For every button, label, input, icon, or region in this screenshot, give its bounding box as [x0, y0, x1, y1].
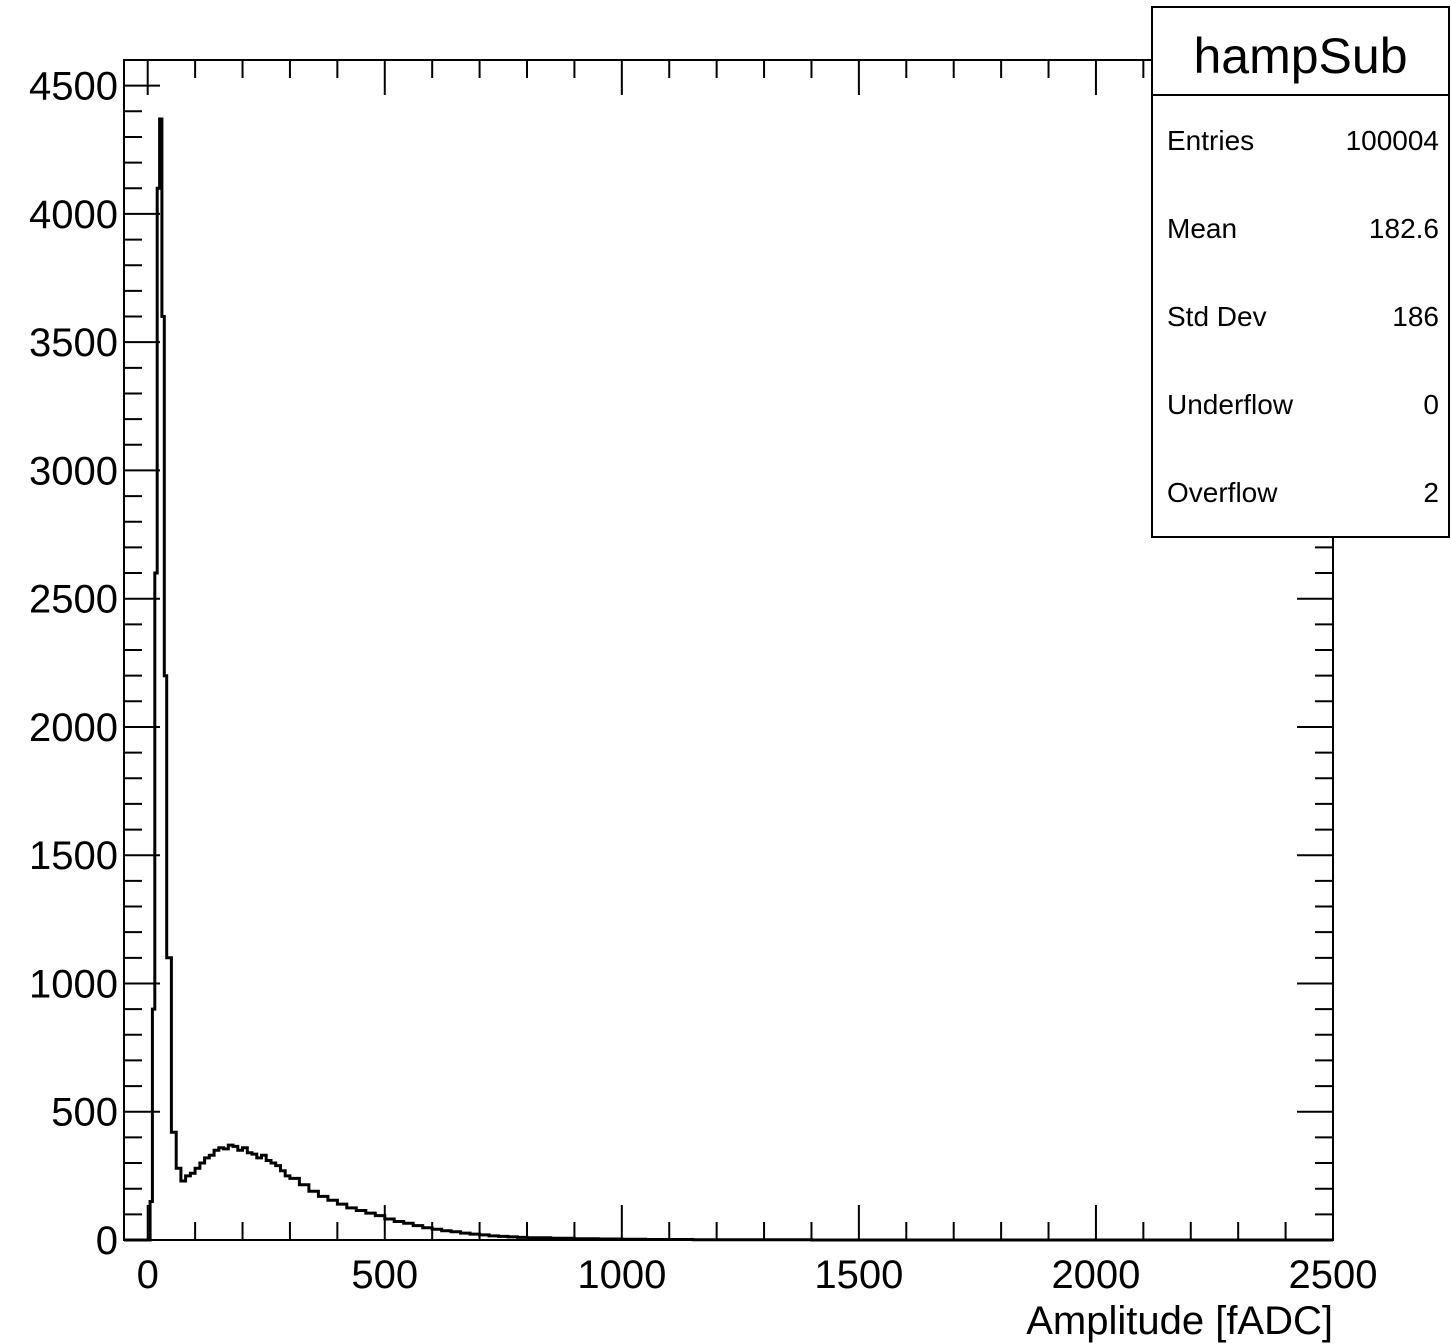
stats-box-frame — [1151, 6, 1450, 538]
x-tick-label: 500 — [351, 1253, 418, 1297]
y-tick-label: 500 — [51, 1091, 118, 1135]
y-tick-label: 2500 — [29, 578, 118, 622]
x-tick-label: 2000 — [1051, 1253, 1140, 1297]
stats-row-value: 186 — [1392, 301, 1439, 332]
x-tick-label: 1500 — [814, 1253, 903, 1297]
stats-box-rows: Entries 100004 Mean 182.6 Std Dev 186 Underflo… — [1167, 125, 1439, 508]
y-tick-label: 1500 — [29, 834, 118, 878]
y-tick-label: 3000 — [29, 449, 118, 493]
x-tick-label: 2500 — [1289, 1253, 1378, 1297]
stats-row-label: Std Dev — [1167, 301, 1267, 332]
y-tick-label: 1000 — [29, 962, 118, 1006]
stats-row-label: Entries — [1167, 125, 1254, 156]
y-tick-label: 4000 — [29, 193, 118, 237]
stats-row-label: Mean — [1167, 213, 1237, 244]
x-tick-label: 0 — [137, 1253, 159, 1297]
stats-row-value: 0 — [1423, 389, 1439, 420]
y-tick-label: 3500 — [29, 321, 118, 365]
y-tick-label: 0 — [96, 1219, 118, 1263]
plot-frame — [123, 59, 1334, 1241]
stats-row-value: 2 — [1423, 477, 1439, 508]
stats-box: hampSub Entries 100004 Mean 182.6 Std Dev 186… — [1151, 6, 1450, 538]
histogram-series-line — [124, 117, 1333, 1242]
stats-row-value: 100004 — [1346, 125, 1439, 156]
stats-row-label: Overflow — [1167, 477, 1278, 508]
tick-labels: 0 500 1000 1500 2000 2500 0 500 1000 1500 2000 2500… — [29, 65, 1377, 1297]
x-axis-title: Amplitude [fADC] — [1026, 1299, 1333, 1343]
stats-row-value: 182.6 — [1369, 213, 1439, 244]
stats-row-label: Underflow — [1167, 389, 1294, 420]
y-tick-label: 2000 — [29, 706, 118, 750]
x-tick-label: 1000 — [577, 1253, 666, 1297]
stats-box-title: hampSub — [1193, 28, 1407, 84]
y-tick-label: 4500 — [29, 65, 118, 109]
